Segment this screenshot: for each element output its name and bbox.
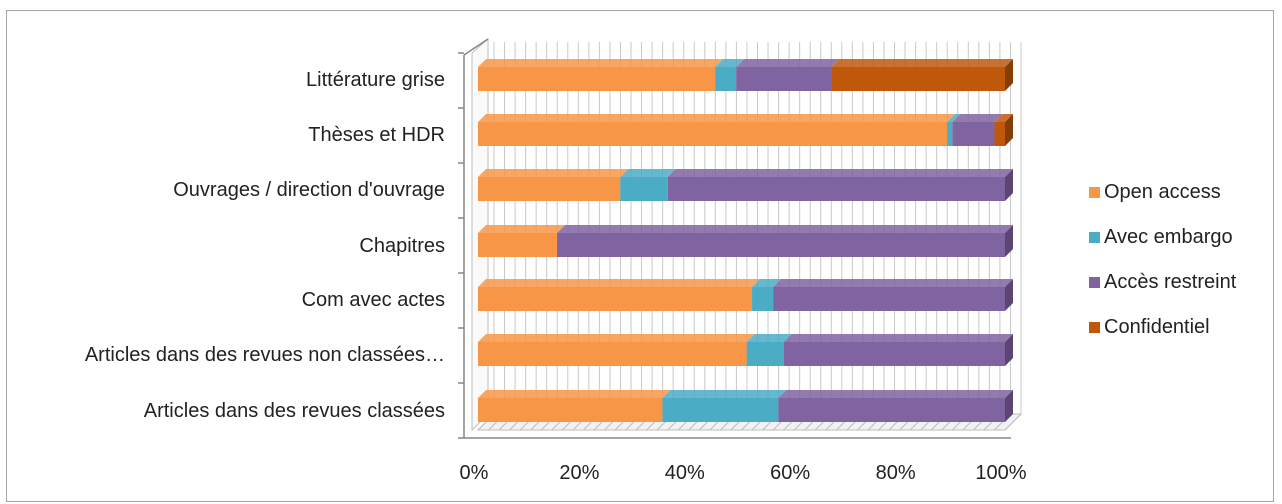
x-tick-label: 80%: [876, 462, 916, 484]
legend: Open access Avec embargo Accès restreint Co…: [1089, 181, 1237, 338]
category-label: Articles dans des revues classées: [144, 400, 445, 422]
bar-top-face: [557, 225, 1013, 233]
bar-top-face: [662, 390, 786, 398]
bar-segment: [478, 287, 752, 311]
bar-segment: [478, 67, 715, 91]
x-tick-label: 0%: [460, 462, 489, 484]
category-label: Chapitres: [359, 235, 445, 257]
bar-top-face: [736, 59, 839, 67]
category-labels: Articles dans des revues classées Article…: [85, 69, 445, 422]
bar-top-face: [478, 114, 955, 122]
bar-segment: [478, 177, 620, 201]
bar-top-face: [952, 114, 1002, 122]
bar-top-face: [778, 390, 1013, 398]
x-tick-label: 40%: [665, 462, 705, 484]
legend-swatch: [1089, 187, 1100, 198]
legend-label: Open access: [1104, 181, 1221, 203]
bar-top-face: [478, 390, 670, 398]
bar-segment: [478, 342, 747, 366]
category-label: Articles dans des revues non classées…: [85, 344, 445, 366]
bar-segment: [620, 177, 667, 201]
category-label: Com avec actes: [302, 289, 445, 311]
bar-segment: [662, 398, 778, 422]
bar-segment: [747, 342, 784, 366]
bar-top-face: [620, 169, 675, 177]
bar-segment: [715, 67, 736, 91]
legend-label: Confidentiel: [1104, 316, 1210, 338]
x-tick-label: 100%: [975, 462, 1026, 484]
bar-segment: [947, 122, 952, 146]
bar-segment: [952, 122, 994, 146]
x-tick-label: 60%: [770, 462, 810, 484]
bar-segment: [557, 233, 1005, 257]
bars: [478, 59, 1013, 422]
legend-label: Accès restreint: [1104, 271, 1237, 293]
bar-segment: [752, 287, 773, 311]
legend-label: Avec embargo: [1104, 226, 1233, 248]
bar-segment: [778, 398, 1005, 422]
legend-swatch: [1089, 277, 1100, 288]
x-tick-labels: 0% 20% 40% 60% 80% 100%: [460, 462, 1027, 484]
category-label: Ouvrages / direction d'ouvrage: [173, 179, 445, 201]
bar-top-face: [773, 279, 1013, 287]
bar-segment: [831, 67, 1005, 91]
category-label: Thèses et HDR: [308, 124, 445, 146]
bar-top-face: [478, 59, 723, 67]
bar-top-face: [831, 59, 1013, 67]
x-tick-label: 20%: [559, 462, 599, 484]
bar-top-face: [784, 334, 1013, 342]
bar-segment: [478, 233, 557, 257]
bar-segment: [994, 122, 1005, 146]
bar-segment: [668, 177, 1005, 201]
legend-swatch: [1089, 322, 1100, 333]
bar-top-face: [478, 334, 755, 342]
bar-top-face: [478, 225, 565, 233]
legend-swatch: [1089, 232, 1100, 243]
bar-top-face: [478, 279, 760, 287]
bar-segment: [478, 122, 947, 146]
bar-segment: [784, 342, 1005, 366]
bar-segment: [478, 398, 662, 422]
bar-segment: [736, 67, 831, 91]
bar-top-face: [668, 169, 1013, 177]
bar-top-face: [478, 169, 628, 177]
bar-segment: [773, 287, 1005, 311]
category-label: Littérature grise: [306, 69, 445, 91]
